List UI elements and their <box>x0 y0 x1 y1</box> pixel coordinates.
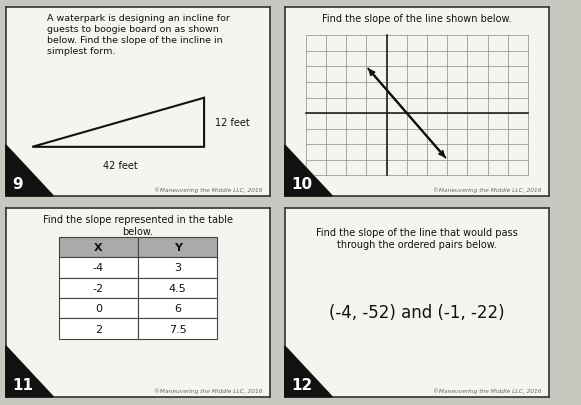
Text: Find the slope of the line that would pass
through the ordered pairs below.: Find the slope of the line that would pa… <box>316 228 518 250</box>
Text: X: X <box>94 242 103 252</box>
Text: A waterpark is designing an incline for
guests to boogie board on as shown
below: A waterpark is designing an incline for … <box>46 14 229 56</box>
Bar <box>138 319 217 339</box>
Text: Find the slope represented in the table
below.: Find the slope represented in the table … <box>43 214 233 237</box>
Text: 9: 9 <box>12 177 23 192</box>
Bar <box>59 319 138 339</box>
Text: ©Maneuvering the Middle LLC, 2016: ©Maneuvering the Middle LLC, 2016 <box>433 388 541 393</box>
Text: -2: -2 <box>93 283 104 293</box>
Bar <box>59 298 138 319</box>
Text: 0: 0 <box>95 303 102 313</box>
Polygon shape <box>6 346 53 397</box>
Text: (-4, -52) and (-1, -22): (-4, -52) and (-1, -22) <box>329 303 505 321</box>
Bar <box>138 258 217 278</box>
Polygon shape <box>285 145 332 196</box>
Polygon shape <box>6 145 53 196</box>
Text: ©Maneuvering the Middle LLC, 2016: ©Maneuvering the Middle LLC, 2016 <box>154 187 262 193</box>
Text: 2: 2 <box>95 324 102 334</box>
Bar <box>59 278 138 298</box>
Text: 42 feet: 42 feet <box>103 161 138 171</box>
Text: 10: 10 <box>291 177 313 192</box>
Text: 12 feet: 12 feet <box>214 118 249 128</box>
Text: 3: 3 <box>174 263 181 273</box>
Text: 11: 11 <box>12 377 34 392</box>
Bar <box>138 298 217 319</box>
Text: 7.5: 7.5 <box>168 324 187 334</box>
Text: Y: Y <box>174 242 182 252</box>
Text: -4: -4 <box>93 263 104 273</box>
Text: ©Maneuvering the Middle LLC, 2016: ©Maneuvering the Middle LLC, 2016 <box>154 388 262 393</box>
Bar <box>138 278 217 298</box>
Bar <box>138 237 217 258</box>
Text: Find the slope of the line shown below.: Find the slope of the line shown below. <box>322 14 512 24</box>
Bar <box>59 258 138 278</box>
Bar <box>59 237 138 258</box>
Text: 12: 12 <box>291 377 313 392</box>
Polygon shape <box>285 346 332 397</box>
Text: 4.5: 4.5 <box>168 283 187 293</box>
Text: 6: 6 <box>174 303 181 313</box>
Text: ©Maneuvering the Middle LLC, 2016: ©Maneuvering the Middle LLC, 2016 <box>433 187 541 193</box>
